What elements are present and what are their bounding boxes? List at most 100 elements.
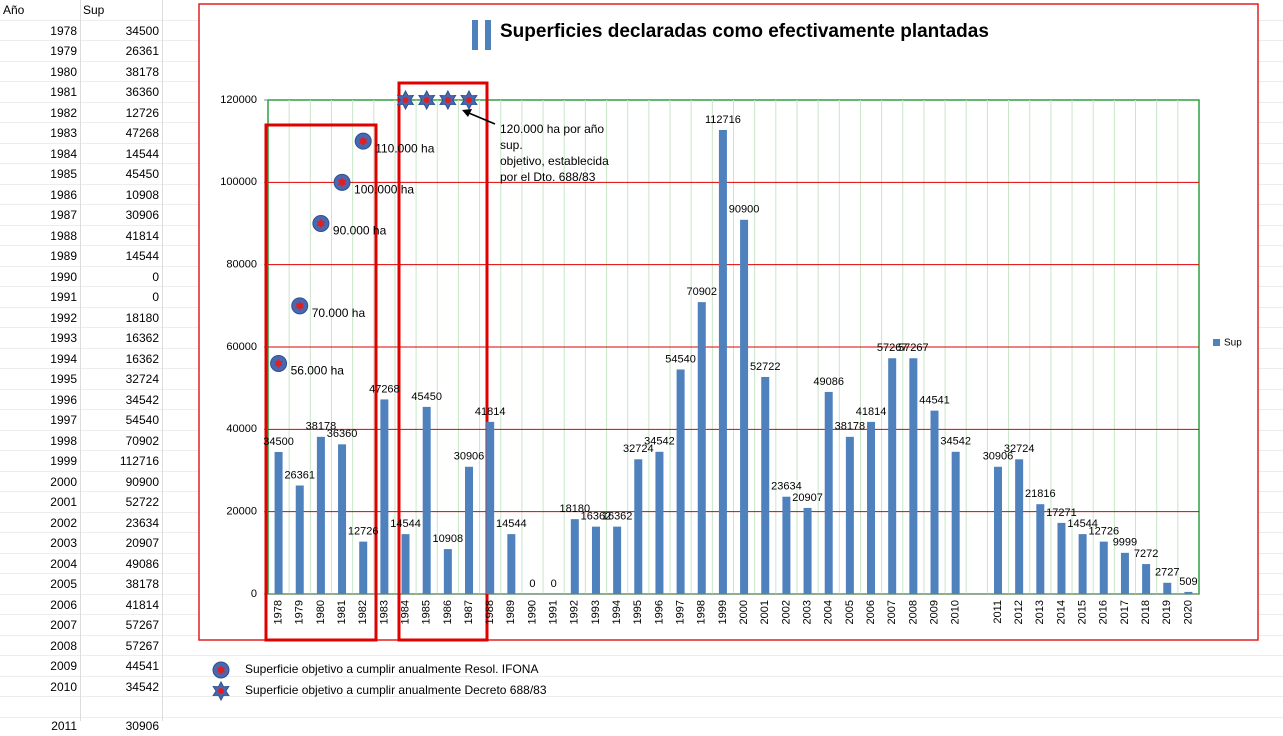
- cell: 16362: [125, 331, 159, 345]
- x-tick-label: 1999: [717, 600, 729, 624]
- cell: 1979: [50, 44, 77, 58]
- cell: 44541: [125, 659, 159, 673]
- bar: [634, 459, 643, 594]
- data-label: 23634: [771, 481, 802, 493]
- data-label: 52722: [750, 361, 781, 373]
- bar: [613, 526, 622, 594]
- x-tick-label: 1995: [632, 600, 644, 624]
- legend-label: Superficie objetivo a cumplir anualmente…: [245, 683, 547, 697]
- target-marker-center: [337, 177, 347, 188]
- x-tick-label: 2007: [886, 600, 898, 624]
- bar: [486, 421, 495, 594]
- cell: 32724: [125, 372, 159, 386]
- cell: 2003: [50, 536, 77, 550]
- x-tick-label: 1998: [696, 600, 708, 624]
- bar: [676, 369, 685, 594]
- cell: 2000: [50, 474, 77, 489]
- target-marker-center: [274, 358, 283, 369]
- cell: 41814: [125, 228, 159, 243]
- data-label: 41814: [856, 406, 887, 418]
- x-tick-label: 2009: [928, 600, 940, 624]
- x-tick-label: 2003: [801, 600, 813, 624]
- cell: 1997: [50, 413, 77, 427]
- data-label: 54540: [665, 353, 696, 365]
- x-tick-label: 2004: [823, 600, 835, 624]
- x-tick-label: 2002: [780, 600, 792, 624]
- legend-marker-center: [216, 665, 226, 675]
- cell: 34542: [125, 392, 159, 407]
- bar: [867, 421, 876, 594]
- x-tick-label: 2013: [1034, 600, 1046, 624]
- x-tick-label: 1994: [611, 600, 623, 624]
- cell: 1988: [50, 228, 77, 243]
- data-label: 34500: [263, 436, 294, 448]
- data-label: 47268: [369, 383, 400, 395]
- data-label: 12726: [1088, 526, 1119, 538]
- cell: 14544: [125, 146, 159, 161]
- highlight-box: [397, 81, 489, 642]
- cell: 0: [152, 269, 159, 284]
- bar: [422, 406, 431, 594]
- y-tick-label: 40000: [226, 423, 257, 435]
- cell: 1983: [50, 126, 77, 140]
- cell: 1982: [50, 105, 77, 120]
- x-tick-label: 1987: [463, 600, 475, 624]
- x-tick-label: 1986: [442, 600, 454, 624]
- annotation: sup.: [500, 138, 523, 152]
- target-marker-center: [316, 218, 326, 229]
- highlight-box: [264, 123, 378, 642]
- bar: [380, 399, 389, 594]
- x-tick-label: 2000: [738, 600, 750, 624]
- cell: 2006: [50, 597, 77, 612]
- cell: 18180: [125, 310, 159, 325]
- legend-label: Superficie objetivo a cumplir anualmente…: [245, 662, 538, 676]
- x-tick-label: 1992: [569, 600, 581, 624]
- bar: [930, 410, 939, 594]
- cell: 2007: [50, 618, 77, 632]
- cell: 1999: [50, 454, 77, 468]
- x-tick-label: 2008: [907, 600, 919, 624]
- x-tick-label: 2001: [759, 600, 771, 624]
- data-label: 30906: [983, 451, 1014, 463]
- data-label: 56.000 ha: [291, 364, 345, 378]
- data-label: 2727: [1155, 567, 1179, 579]
- y-tick-label: 120000: [220, 94, 257, 106]
- cell: 1990: [50, 269, 77, 284]
- data-label: 100.000 ha: [354, 183, 414, 197]
- cell: 30906: [125, 208, 159, 222]
- data-label: 14544: [390, 518, 421, 530]
- title-icon: [485, 20, 491, 50]
- legend-label: Sup: [1224, 338, 1242, 349]
- cell: 36360: [125, 85, 159, 99]
- data-label: 38178: [835, 421, 866, 433]
- cell: 1980: [50, 64, 77, 79]
- bar: [845, 436, 854, 594]
- x-tick-label: 2020: [1182, 600, 1194, 624]
- cell: 14544: [125, 249, 159, 263]
- target-marker-center: [295, 300, 305, 311]
- cell: 57267: [125, 618, 159, 632]
- bar: [824, 391, 833, 594]
- data-label: 44541: [919, 395, 950, 407]
- cell: 2009: [50, 659, 77, 673]
- bar: [274, 451, 283, 594]
- data-label: 70.000 ha: [312, 306, 366, 320]
- bar: [1120, 552, 1129, 594]
- cell: 10908: [125, 187, 159, 202]
- data-label: 10908: [433, 533, 464, 545]
- data-label: 14544: [496, 518, 527, 530]
- x-tick-label: 2005: [844, 600, 856, 624]
- data-label: 32724: [1004, 443, 1035, 455]
- bar: [295, 485, 304, 594]
- cell: 1986: [50, 187, 77, 202]
- cell: 38178: [125, 577, 159, 591]
- data-label: 14544: [1067, 518, 1098, 530]
- bar: [591, 526, 600, 594]
- target-star-center: [402, 97, 409, 103]
- x-tick-label: 2015: [1077, 600, 1089, 624]
- x-tick-label: 1980: [315, 600, 327, 624]
- cell: 26361: [125, 44, 159, 58]
- bar: [888, 358, 897, 594]
- y-tick-label: 80000: [226, 259, 257, 271]
- x-tick-label: 2019: [1161, 600, 1173, 624]
